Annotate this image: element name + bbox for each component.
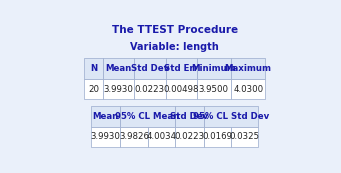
FancyBboxPatch shape xyxy=(175,106,204,127)
Text: 3.9930: 3.9930 xyxy=(91,133,121,142)
Text: Variable: length: Variable: length xyxy=(130,42,219,52)
FancyBboxPatch shape xyxy=(197,79,231,99)
Text: Mean: Mean xyxy=(106,64,132,73)
FancyBboxPatch shape xyxy=(134,58,165,79)
FancyBboxPatch shape xyxy=(197,58,231,79)
Text: 0.0223: 0.0223 xyxy=(174,133,204,142)
Text: 3.9930: 3.9930 xyxy=(104,85,134,94)
FancyBboxPatch shape xyxy=(120,127,148,147)
Text: 4.0300: 4.0300 xyxy=(233,85,263,94)
FancyBboxPatch shape xyxy=(134,79,165,99)
Text: 4.0034: 4.0034 xyxy=(146,133,176,142)
Text: 0.0169: 0.0169 xyxy=(203,133,233,142)
FancyBboxPatch shape xyxy=(91,106,120,127)
Text: 0.0223: 0.0223 xyxy=(135,85,165,94)
Text: The TTEST Procedure: The TTEST Procedure xyxy=(112,25,238,35)
FancyBboxPatch shape xyxy=(231,127,258,147)
FancyBboxPatch shape xyxy=(165,79,197,99)
FancyBboxPatch shape xyxy=(120,106,175,127)
FancyBboxPatch shape xyxy=(165,58,197,79)
FancyBboxPatch shape xyxy=(84,58,103,79)
Text: 95% CL Mean: 95% CL Mean xyxy=(115,112,180,121)
Text: Std Dev: Std Dev xyxy=(170,112,208,121)
Text: Minimum: Minimum xyxy=(192,64,236,73)
Text: 95% CL Std Dev: 95% CL Std Dev xyxy=(193,112,269,121)
FancyBboxPatch shape xyxy=(204,127,231,147)
Text: 3.9826: 3.9826 xyxy=(119,133,149,142)
FancyBboxPatch shape xyxy=(103,58,134,79)
FancyBboxPatch shape xyxy=(91,127,120,147)
Text: 0.0325: 0.0325 xyxy=(229,133,260,142)
FancyBboxPatch shape xyxy=(103,79,134,99)
FancyBboxPatch shape xyxy=(204,106,258,127)
Text: 3.9500: 3.9500 xyxy=(199,85,229,94)
FancyBboxPatch shape xyxy=(231,58,265,79)
Text: Mean: Mean xyxy=(93,112,119,121)
FancyBboxPatch shape xyxy=(175,127,204,147)
Text: N: N xyxy=(90,64,97,73)
FancyBboxPatch shape xyxy=(84,79,103,99)
Text: Std Err: Std Err xyxy=(164,64,198,73)
Text: Maximum: Maximum xyxy=(225,64,272,73)
Text: 0.00498: 0.00498 xyxy=(163,85,199,94)
Text: Std Dev: Std Dev xyxy=(131,64,169,73)
Text: 20: 20 xyxy=(88,85,99,94)
FancyBboxPatch shape xyxy=(231,79,265,99)
FancyBboxPatch shape xyxy=(148,127,175,147)
